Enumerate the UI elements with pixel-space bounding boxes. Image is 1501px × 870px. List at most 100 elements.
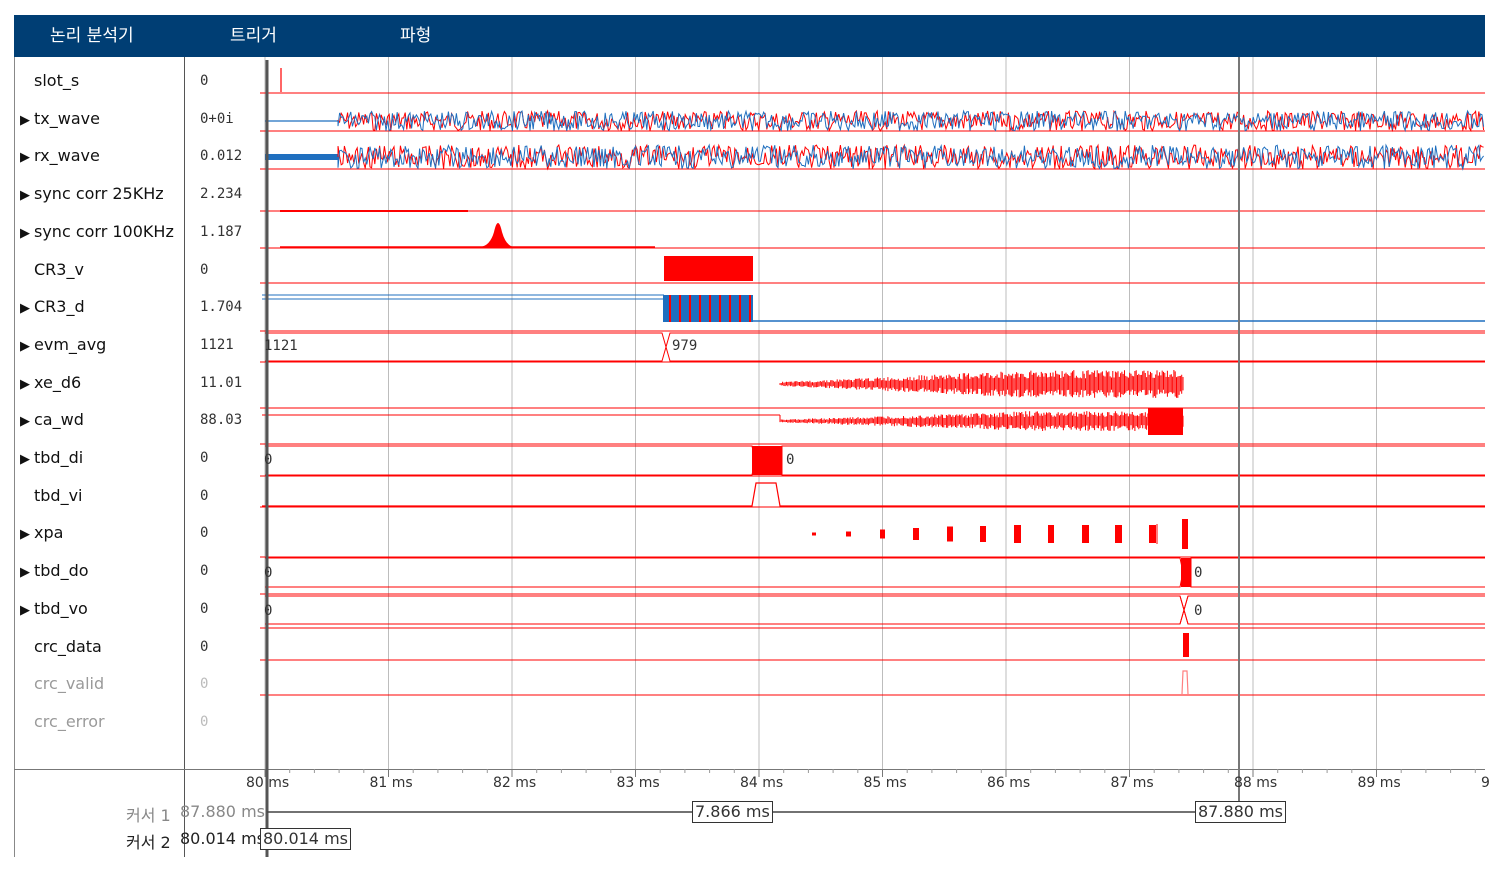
signal-value: 0+0i — [200, 110, 234, 127]
signal-value: 0 — [200, 676, 209, 693]
signal-value: 0 — [200, 713, 209, 730]
expand-arrow-icon[interactable]: ▶ — [20, 376, 30, 392]
tbd-do-value-before: 0 — [264, 565, 273, 581]
sync-corr-100k-peak — [480, 223, 514, 247]
signal-row-7[interactable]: ▶ evm_avg — [20, 333, 106, 357]
signal-row-15[interactable]: crc_data — [20, 635, 102, 659]
tbd-vo-value-after: 0 — [1194, 603, 1203, 619]
xpa-pulse — [1182, 519, 1188, 549]
cursor1-time: 87.880 ms — [180, 802, 265, 821]
signal-name: ca_wd — [34, 410, 84, 430]
time-tick-label: 82 ms — [493, 775, 537, 791]
time-tick-label: 84 ms — [740, 775, 784, 791]
signal-value: 1121 — [200, 336, 234, 353]
cursor2-time: 80.014 ms — [180, 829, 265, 848]
signal-row-5[interactable]: CR3_v — [20, 258, 84, 282]
cursor1-label: 커서 1 — [126, 806, 171, 825]
time-tick-label: 9 — [1481, 775, 1490, 791]
tbd-vo-value-before: 0 — [264, 603, 273, 619]
xpa-pulse — [812, 532, 816, 536]
signal-value: 88.03 — [200, 412, 243, 429]
signal-row-11[interactable]: tbd_vi — [20, 484, 83, 508]
signal-name: crc_error — [34, 711, 105, 731]
tbd-do-burst — [1181, 558, 1191, 587]
signal-row-9[interactable]: ▶ ca_wd — [20, 408, 84, 432]
expand-arrow-icon[interactable]: ▶ — [20, 150, 30, 166]
time-tick-label: 86 ms — [987, 775, 1031, 791]
signal-value: 0 — [200, 450, 209, 466]
signal-row-16[interactable]: crc_valid — [20, 672, 104, 696]
tx-wave-blue — [337, 109, 1485, 133]
signal-name: rx_wave — [34, 146, 100, 166]
expand-arrow-icon[interactable]: ▶ — [20, 188, 30, 204]
signal-name: tbd_do — [34, 561, 89, 581]
time-tick-label: 87 ms — [1110, 775, 1154, 791]
expand-arrow-icon[interactable]: ▶ — [20, 225, 30, 241]
signal-row-17[interactable]: crc_error — [20, 710, 105, 734]
xpa-pulse — [1048, 525, 1054, 543]
xpa-pulse — [1082, 525, 1089, 543]
signal-row-1[interactable]: ▶ tx_wave — [20, 107, 100, 131]
signal-value-list: 0 0+0i 0.012 2.234 1.187 0 1.704 1121 11.01 88.03… — [184, 57, 260, 770]
signal-value: 0 — [200, 73, 209, 89]
tab-trigger[interactable]: 트리거 — [230, 26, 277, 46]
signal-name: crc_data — [34, 636, 102, 656]
expand-arrow-icon[interactable]: ▶ — [20, 565, 30, 581]
signal-name-list: slot_s ▶ tx_wave ▶ rx_wave ▶ sync corr 25KHz ▶ s… — [14, 57, 184, 770]
tab-waveform[interactable]: 파형 — [400, 26, 432, 46]
signal-value: 1.704 — [200, 299, 243, 316]
signal-name: xe_d6 — [34, 372, 82, 392]
signal-name: CR3_v — [34, 259, 84, 279]
tbd-di-value-before: 0 — [264, 452, 273, 468]
cursor-delta-readout: 7.866 ms — [692, 801, 773, 823]
signal-name: CR3_d — [34, 297, 85, 317]
tbd-do-bus-before — [265, 557, 1184, 588]
panel-left-border — [14, 57, 15, 857]
names-values-divider[interactable] — [184, 57, 185, 857]
expand-arrow-icon[interactable]: ▶ — [20, 301, 30, 317]
expand-arrow-icon[interactable]: ▶ — [20, 112, 30, 128]
expand-arrow-icon[interactable]: ▶ — [20, 338, 30, 354]
signal-name: sync corr 100KHz — [34, 221, 174, 241]
signal-row-14[interactable]: ▶ tbd_vo — [20, 597, 88, 621]
rx-wave-red — [337, 143, 1484, 171]
expand-arrow-icon[interactable]: ▶ — [20, 527, 30, 543]
expand-arrow-icon[interactable]: ▶ — [20, 602, 30, 618]
signal-value: 0 — [200, 563, 209, 580]
xpa-pulse — [947, 526, 953, 542]
signal-value: 0 — [200, 638, 209, 655]
ca-wd-trace — [779, 411, 1184, 431]
tbd-di-bus-before — [265, 445, 756, 476]
signal-name: tx_wave — [34, 108, 100, 128]
signal-row-0[interactable]: slot_s — [20, 69, 79, 93]
evm-avg-value-after: 979 — [672, 338, 698, 354]
cr3-v-block — [664, 256, 753, 281]
signal-row-3[interactable]: ▶ sync corr 25KHz — [20, 182, 164, 206]
time-tick-label: 85 ms — [863, 775, 907, 791]
signal-value: 0 — [200, 600, 209, 617]
cursor1-readout[interactable]: 87.880 ms — [1195, 801, 1286, 823]
xpa-pulse — [913, 528, 919, 540]
signal-row-4[interactable]: ▶ sync corr 100KHz — [20, 220, 174, 244]
tab-logic-analyzer[interactable]: 논리 분석기 — [50, 26, 134, 46]
signal-name: tbd_vo — [34, 598, 88, 618]
cursor2-readout[interactable]: 80.014 ms — [260, 828, 351, 850]
time-tick-label: 81 ms — [369, 775, 413, 791]
signal-row-2[interactable]: ▶ rx_wave — [20, 144, 100, 168]
tbd-vo-bus-before — [265, 595, 1185, 625]
xpa-pulse — [980, 526, 986, 542]
ca-wd-end — [1148, 408, 1183, 435]
signal-row-13[interactable]: ▶ tbd_do — [20, 559, 89, 583]
signal-row-10[interactable]: ▶ tbd_di — [20, 446, 83, 470]
tbd-di-value-after: 0 — [786, 452, 795, 468]
time-tick-label: 80 ms — [246, 775, 290, 791]
signal-row-8[interactable]: ▶ xe_d6 — [20, 371, 81, 395]
expand-arrow-icon[interactable]: ▶ — [20, 414, 30, 430]
signal-row-12[interactable]: ▶ xpa — [20, 521, 63, 545]
evm-avg-bus-before — [265, 332, 667, 362]
evm-avg-bus-after — [665, 332, 1485, 362]
signal-row-6[interactable]: ▶ CR3_d — [20, 295, 85, 319]
xe-d6-trace — [779, 370, 1184, 398]
expand-arrow-icon[interactable]: ▶ — [20, 452, 30, 467]
